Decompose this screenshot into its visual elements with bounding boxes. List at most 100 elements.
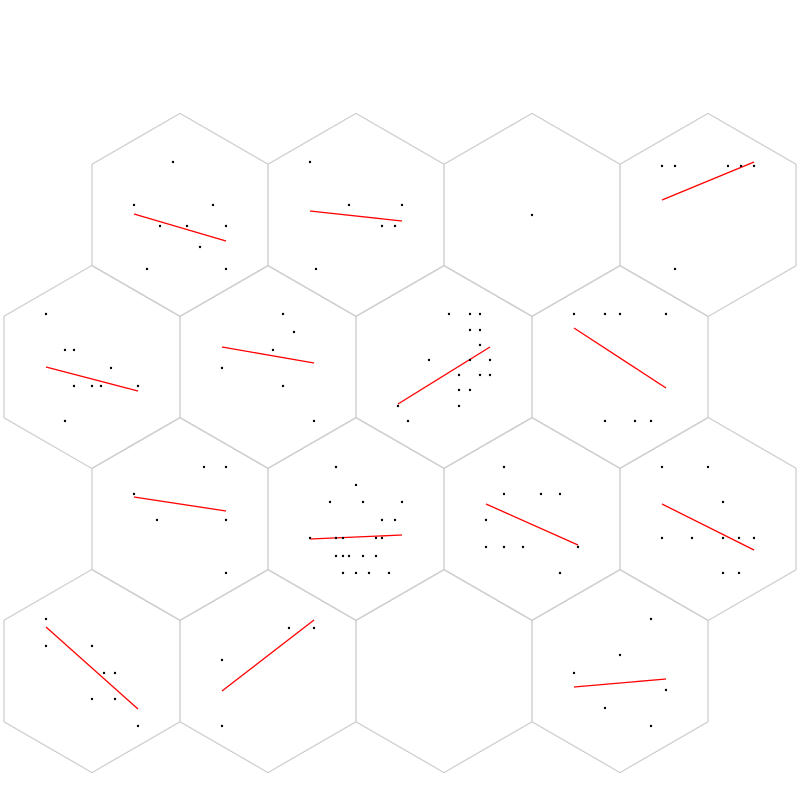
point: [202, 465, 206, 469]
point: [752, 164, 756, 168]
point: [347, 554, 351, 558]
point: [664, 312, 668, 316]
point: [488, 358, 492, 362]
fit-line: [45, 366, 139, 392]
point: [281, 312, 285, 316]
point: [618, 312, 622, 316]
point: [400, 500, 404, 504]
point: [220, 366, 224, 370]
hexagon: [179, 568, 357, 774]
point: [367, 571, 371, 575]
point: [145, 267, 149, 271]
fit-line: [573, 678, 667, 688]
point: [171, 160, 175, 164]
point: [706, 465, 710, 469]
fit-line: [221, 346, 315, 364]
point: [220, 724, 224, 728]
point: [63, 348, 67, 352]
point: [521, 545, 525, 549]
point: [341, 554, 345, 558]
fit-line: [133, 496, 227, 512]
point: [44, 312, 48, 316]
fit-line: [133, 213, 227, 242]
point: [287, 626, 291, 630]
point: [361, 554, 365, 558]
point: [354, 483, 358, 487]
point: [660, 465, 664, 469]
point: [90, 644, 94, 648]
point: [224, 571, 228, 575]
point: [530, 213, 534, 217]
hexagon: [267, 112, 445, 318]
point: [488, 373, 492, 377]
point: [737, 571, 741, 575]
point: [633, 419, 637, 423]
point: [468, 312, 472, 316]
point: [90, 384, 94, 388]
point: [132, 492, 136, 496]
point: [136, 724, 140, 728]
point: [334, 465, 338, 469]
point: [341, 536, 345, 540]
point: [558, 571, 562, 575]
point: [328, 500, 332, 504]
point: [72, 348, 76, 352]
point: [281, 384, 285, 388]
point: [673, 164, 677, 168]
hexagon: [443, 416, 621, 622]
fit-line: [661, 161, 755, 201]
point: [312, 626, 316, 630]
hexagon: [179, 264, 357, 470]
point: [380, 536, 384, 540]
point: [99, 384, 103, 388]
point: [572, 312, 576, 316]
point: [224, 518, 228, 522]
hexagon: [3, 568, 181, 774]
hexagon: [531, 264, 709, 470]
point: [334, 554, 338, 558]
point: [72, 384, 76, 388]
point: [737, 536, 741, 540]
fit-line: [221, 619, 315, 692]
point: [361, 500, 365, 504]
point: [354, 571, 358, 575]
fit-line: [661, 503, 755, 551]
point: [502, 492, 506, 496]
fit-line: [45, 626, 139, 710]
hexagon: [355, 568, 533, 774]
point: [393, 224, 397, 228]
point: [603, 706, 607, 710]
point: [673, 267, 677, 271]
point: [113, 697, 117, 701]
point: [649, 617, 653, 621]
point: [457, 373, 461, 377]
point: [387, 571, 391, 575]
point: [618, 653, 622, 657]
point: [539, 492, 543, 496]
point: [468, 388, 472, 392]
fit-line: [573, 327, 667, 389]
point: [396, 404, 400, 408]
point: [468, 358, 472, 362]
hexagon: [355, 264, 533, 470]
point: [603, 312, 607, 316]
point: [132, 203, 136, 207]
point: [752, 536, 756, 540]
point: [721, 571, 725, 575]
hexagon: [619, 416, 797, 622]
point: [478, 312, 482, 316]
point: [63, 419, 67, 423]
point: [572, 671, 576, 675]
point: [308, 160, 312, 164]
point: [427, 358, 431, 362]
fit-line: [397, 346, 491, 405]
point: [739, 164, 743, 168]
point: [690, 536, 694, 540]
point: [314, 267, 318, 271]
point: [347, 203, 351, 207]
point: [726, 164, 730, 168]
point: [502, 465, 506, 469]
point: [136, 384, 140, 388]
point: [447, 312, 451, 316]
